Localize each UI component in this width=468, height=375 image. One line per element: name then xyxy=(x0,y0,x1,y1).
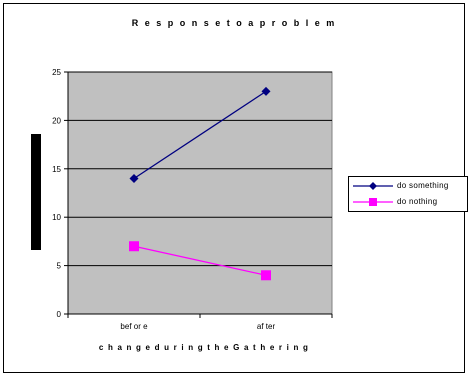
data-point-1-1 xyxy=(261,270,271,281)
legend-item-do-something: do something xyxy=(349,179,467,193)
x-axis-label: c h a n g e d u r i n g t h e G a t h e … xyxy=(98,343,310,352)
data-point-1-0 xyxy=(129,241,139,252)
legend-item-do-nothing: do nothing xyxy=(349,195,467,209)
legend-label-do-something: do something xyxy=(397,181,449,190)
legend-swatch-do-something xyxy=(353,182,393,190)
plot-area xyxy=(67,71,333,315)
y-tick-label-0: 0 xyxy=(57,310,62,319)
data-point-0-0 xyxy=(129,173,139,183)
series-line-1 xyxy=(133,245,267,276)
data-point-0-1 xyxy=(261,86,271,96)
y-tick-label-15: 15 xyxy=(52,165,61,174)
x-tick-label-1: af ter xyxy=(257,322,276,331)
y-tick-label-20: 20 xyxy=(52,116,61,125)
series-line-0 xyxy=(133,90,267,180)
legend-swatch-do-nothing xyxy=(353,198,393,206)
y-tick-label-25: 25 xyxy=(52,68,61,77)
y-tick-label-5: 5 xyxy=(57,262,62,271)
chart-title: R e s p o n s e t o a p r o b l e m xyxy=(131,18,337,28)
y-tick-label-10: 10 xyxy=(52,213,61,222)
legend: do something do nothing xyxy=(348,176,468,212)
x-tick-label-0: bef or e xyxy=(120,322,148,331)
legend-label-do-nothing: do nothing xyxy=(397,197,438,206)
y-axis-label-block xyxy=(31,134,41,250)
